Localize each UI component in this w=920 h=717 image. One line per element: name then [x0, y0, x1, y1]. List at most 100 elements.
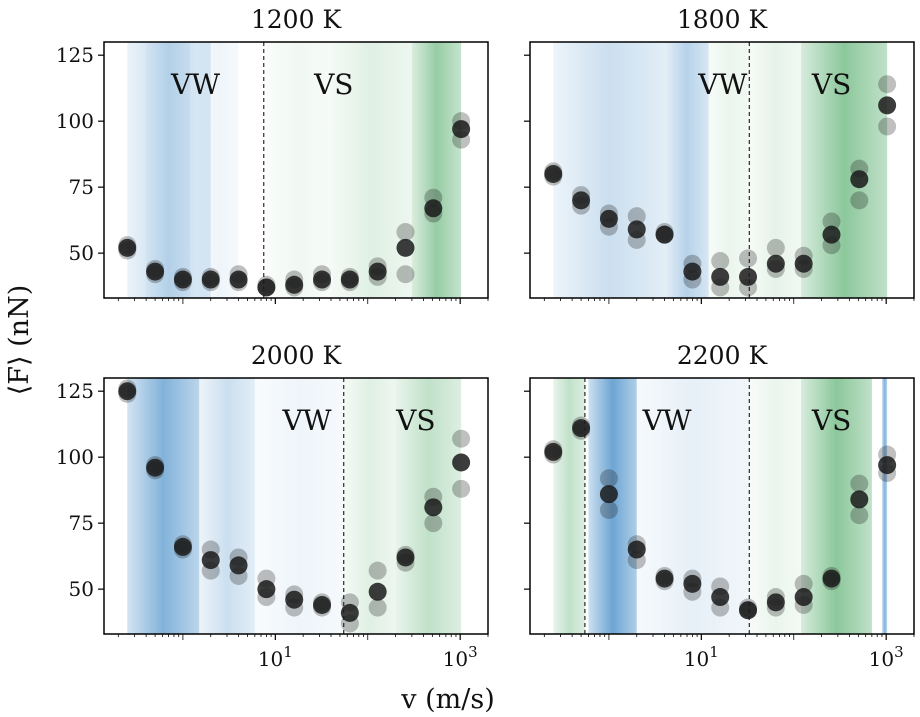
data-point	[118, 382, 137, 401]
sample-point	[396, 265, 415, 284]
data-point	[424, 199, 443, 218]
data-point	[683, 574, 702, 593]
y-tick-label: 125	[56, 43, 94, 67]
region-bands	[553, 42, 888, 298]
sample-point	[424, 514, 443, 533]
region-label-vw: VW	[697, 68, 747, 101]
region-label-vw: VW	[281, 404, 331, 437]
data-point	[118, 238, 137, 257]
x-axis-label: v (m/s)	[400, 684, 494, 715]
data-point	[544, 164, 563, 183]
data-point	[599, 485, 618, 504]
data-point	[396, 238, 415, 257]
data-point	[257, 278, 276, 297]
x-tick-label: 103	[443, 643, 478, 671]
axes-frame	[103, 377, 489, 635]
sample-point	[850, 191, 869, 210]
region-band-vw	[553, 42, 665, 298]
sample-point	[822, 212, 841, 231]
y-tick-label: 50	[69, 577, 94, 601]
y-tick-label: 75	[69, 175, 94, 199]
data-point	[572, 191, 591, 210]
data-point	[146, 262, 165, 281]
region-band-vs	[708, 42, 750, 298]
data-point	[655, 569, 674, 588]
data-point	[766, 593, 785, 612]
data-point	[794, 254, 813, 273]
panel-2: VW VS 1800 K	[524, 5, 915, 304]
panel-title: 2000 K	[251, 341, 343, 370]
sample-point	[878, 75, 897, 94]
data-point	[340, 603, 359, 622]
data-point	[544, 442, 563, 461]
data-point	[711, 588, 730, 607]
data-point	[285, 275, 304, 294]
data-point	[739, 267, 758, 286]
axes-frame	[529, 41, 915, 299]
data-point	[340, 270, 359, 289]
sample-point	[452, 479, 471, 498]
data-point	[368, 262, 387, 281]
sample-point	[627, 207, 646, 226]
sample-point	[711, 252, 730, 271]
data-point	[627, 540, 646, 559]
data-point	[850, 170, 869, 189]
panel-title: 1800 K	[677, 5, 769, 34]
region-band-vs	[266, 42, 331, 298]
panel-title: 2200 K	[677, 341, 769, 370]
data-point	[424, 498, 443, 517]
panel-3: VW VS 50 75 100 125 101 103 2000 K	[56, 341, 489, 671]
data-point	[655, 225, 674, 244]
data-point	[313, 595, 332, 614]
region-label-vw: VW	[170, 68, 220, 101]
x-tick-label: 103	[869, 643, 904, 671]
sample-point	[878, 117, 897, 136]
data-point	[285, 590, 304, 609]
sample-point	[739, 249, 758, 268]
data-point	[396, 548, 415, 567]
data-point	[878, 456, 897, 475]
region-band-vw	[588, 378, 637, 634]
data-point	[794, 588, 813, 607]
data-point	[627, 220, 646, 239]
y-tick-label: 100	[56, 445, 94, 469]
region-label-vs: VS	[811, 404, 851, 437]
sample-point	[599, 500, 618, 519]
region-band-vw	[199, 378, 255, 634]
region-label-vs: VS	[313, 68, 353, 101]
sample-point	[599, 469, 618, 488]
region-band-vs	[553, 378, 585, 634]
region-band-vw	[146, 42, 191, 298]
panel-1: VW VS 50 75 100 125 1200 K	[56, 5, 489, 304]
data-point	[229, 556, 248, 575]
sample-point	[766, 238, 785, 257]
panel-title: 1200 K	[251, 5, 343, 34]
data-point	[257, 580, 276, 599]
y-tick-label: 100	[56, 109, 94, 133]
data-point	[572, 419, 591, 438]
data-point	[711, 267, 730, 286]
region-bands	[553, 378, 888, 634]
y-tick-label: 50	[69, 241, 94, 265]
x-tick-label: 101	[258, 643, 293, 671]
data-point	[368, 582, 387, 601]
region-label-vs: VS	[811, 68, 851, 101]
sample-point	[850, 474, 869, 493]
axes-frame	[529, 377, 915, 635]
axes-frame	[103, 41, 489, 299]
data-point	[878, 96, 897, 115]
data-point	[201, 270, 220, 289]
data-point	[201, 551, 220, 570]
data-point	[146, 458, 165, 477]
sample-point	[850, 506, 869, 525]
panels-group: VW VS 50 75 100 125 1200 K VW VS 1800 K VW VS 50 75 10…	[56, 5, 915, 671]
data-point	[683, 262, 702, 281]
data-point	[822, 225, 841, 244]
data-point	[229, 270, 248, 289]
sample-point	[368, 598, 387, 617]
y-tick-label: 75	[69, 511, 94, 535]
region-band-vs	[749, 378, 802, 634]
data-point	[452, 120, 471, 139]
data-point	[739, 601, 758, 620]
